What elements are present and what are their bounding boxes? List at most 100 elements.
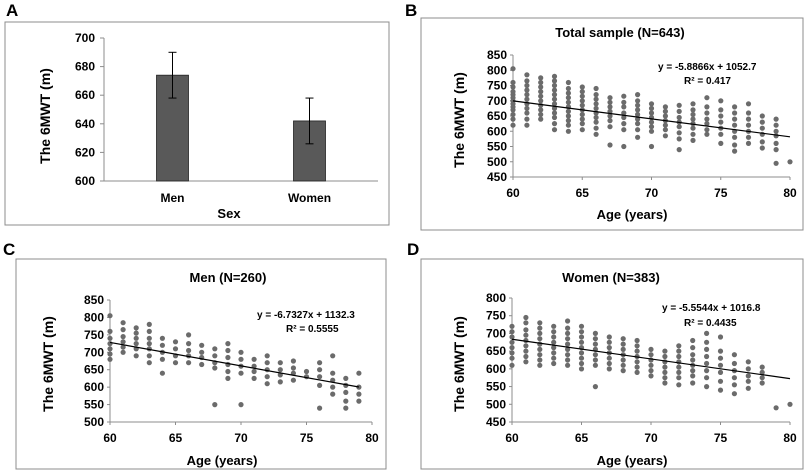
data-point-d	[731, 360, 738, 367]
data-point-c	[290, 365, 296, 371]
data-point-d	[565, 325, 571, 331]
data-point-d	[509, 334, 515, 340]
data-point-b	[538, 79, 544, 86]
data-point-b	[551, 87, 558, 93]
y-tick-label-d: 500	[486, 397, 506, 411]
data-point-d	[523, 327, 529, 333]
data-point-b	[732, 116, 738, 122]
data-point-d	[537, 341, 543, 347]
data-point-c	[199, 342, 205, 348]
data-point-d	[634, 369, 640, 375]
data-point-d	[731, 391, 738, 397]
data-point-c	[199, 349, 205, 355]
data-point-c	[277, 379, 283, 385]
data-point-c	[212, 346, 218, 352]
data-point-d	[606, 345, 612, 351]
data-point-c	[146, 353, 152, 359]
chart-title-b: Total sample (N=643)	[555, 25, 684, 40]
data-point-c	[238, 370, 244, 376]
data-point-d	[537, 336, 543, 342]
data-point-d	[704, 339, 710, 345]
y-axis-label-c: The 6MWT (m)	[40, 316, 56, 412]
data-point-b	[510, 79, 516, 86]
data-point-b	[690, 125, 696, 131]
data-point-b	[593, 114, 599, 121]
data-point-b	[704, 131, 710, 137]
data-point-b	[551, 114, 558, 121]
data-point-b	[635, 111, 641, 118]
data-point-d	[578, 329, 585, 335]
panel-b-frame	[420, 17, 804, 231]
data-point-d	[634, 359, 640, 365]
data-point-b	[579, 127, 585, 133]
data-point-b	[524, 122, 530, 128]
data-point-d	[620, 341, 626, 347]
data-point-d	[690, 337, 696, 344]
data-point-b	[551, 82, 558, 89]
data-point-b	[621, 114, 627, 121]
data-point-b	[524, 82, 530, 89]
data-point-b	[621, 121, 627, 127]
y-tick-label-d: 750	[486, 309, 506, 323]
data-point-b	[759, 145, 765, 151]
data-point-d	[620, 336, 626, 342]
data-point-b	[745, 110, 752, 116]
data-point-d	[731, 352, 738, 358]
data-point-d	[592, 330, 599, 336]
data-point-b	[759, 139, 765, 145]
data-point-c	[225, 375, 231, 381]
data-point-b	[579, 116, 585, 122]
data-point-b	[648, 105, 655, 111]
data-point-d	[676, 382, 682, 388]
data-point-b	[732, 110, 738, 116]
data-point-b	[732, 142, 738, 148]
data-point-d	[690, 373, 696, 379]
data-point-d	[704, 353, 710, 360]
data-point-b	[745, 134, 752, 140]
trend-equation-c: y = -6.7327x + 1132.3	[257, 310, 355, 321]
data-point-b	[510, 111, 516, 118]
data-point-c	[303, 368, 310, 375]
data-point-c	[277, 367, 283, 373]
data-point-d	[759, 364, 765, 370]
data-point-b	[648, 119, 655, 125]
data-point-b	[759, 125, 765, 131]
data-point-b	[690, 116, 696, 122]
trend-line-c	[109, 341, 360, 388]
data-point-c	[264, 353, 270, 359]
data-point-b	[635, 127, 641, 133]
data-point-d	[717, 387, 724, 393]
y-tick-label-d: 650	[486, 344, 506, 358]
data-point-b	[565, 79, 572, 86]
data-point-c	[251, 356, 257, 362]
data-point-b	[565, 118, 572, 124]
data-point-c	[330, 370, 336, 376]
y-tick-label-c: 750	[84, 328, 104, 342]
data-point-b	[704, 127, 710, 133]
data-point-b	[773, 140, 779, 146]
data-point-d	[731, 382, 738, 388]
data-point-b	[662, 122, 669, 128]
data-point-d	[592, 357, 599, 363]
panel-label-c: C	[3, 240, 15, 259]
data-point-c	[146, 341, 152, 347]
y-tick-label-b: 800	[487, 63, 507, 77]
data-point-b	[732, 104, 738, 110]
data-point-b	[579, 89, 585, 95]
data-point-b	[621, 93, 627, 99]
y-tick-label-b: 600	[487, 124, 507, 138]
data-point-c	[277, 360, 283, 366]
y-axis-label-a: The 6MWT (m)	[37, 68, 53, 164]
y-tick-label-c: 700	[84, 345, 104, 359]
data-point-b	[593, 101, 599, 107]
data-point-c	[107, 328, 113, 334]
data-point-d	[634, 348, 640, 354]
data-point-d	[731, 375, 738, 381]
data-point-d	[676, 369, 682, 375]
data-point-c	[120, 349, 126, 355]
data-point-c	[159, 335, 165, 341]
data-point-c	[146, 328, 152, 334]
data-point-b	[635, 107, 641, 113]
data-point-b	[704, 116, 710, 122]
data-point-b	[648, 110, 655, 116]
